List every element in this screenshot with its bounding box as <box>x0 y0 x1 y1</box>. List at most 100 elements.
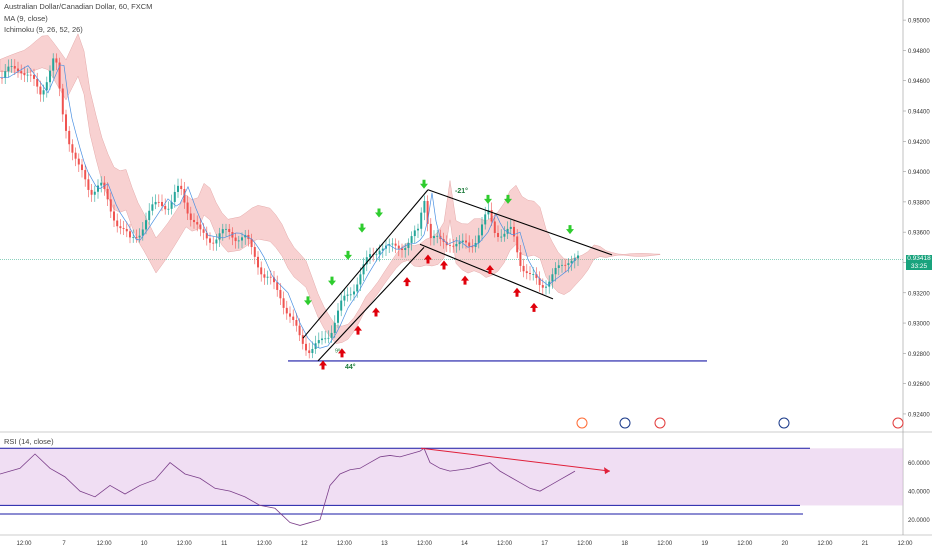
buy-signal-arrow <box>319 360 327 370</box>
rsi-tick-label: 40.0000 <box>908 490 930 496</box>
candle-body <box>471 246 474 248</box>
price-tick-label: 0.92800 <box>908 352 930 358</box>
candle-body <box>561 264 563 266</box>
candle-body <box>263 274 266 278</box>
candle-body <box>132 236 135 238</box>
candle-body <box>301 335 304 344</box>
price-tick-label: 0.93600 <box>908 231 930 237</box>
ma-line <box>0 64 577 349</box>
candle-body <box>87 179 90 190</box>
time-tick-label: 12:00 <box>417 541 433 547</box>
candle-body <box>321 338 323 341</box>
sell-signal-arrow <box>304 296 312 306</box>
rsi-band <box>0 448 903 506</box>
buy-signal-arrow <box>372 307 380 317</box>
rsi-indicator-label[interactable]: RSI (14, close) <box>4 437 54 446</box>
time-tick-label: 12 <box>301 541 308 547</box>
candle-body <box>180 185 183 190</box>
candle-body <box>125 228 128 232</box>
sell-signal-arrow <box>504 194 512 204</box>
candle-body <box>100 182 103 186</box>
price-tick-label: 0.94200 <box>908 140 930 146</box>
candle-body <box>513 226 515 237</box>
sell-signal-arrow <box>358 223 366 233</box>
sell-signal-arrow <box>328 276 336 286</box>
candle-body <box>551 274 554 282</box>
candle-body <box>157 201 160 203</box>
candle-body <box>433 236 435 239</box>
candle-body <box>205 232 208 239</box>
candle-body <box>20 71 23 74</box>
candle-body <box>257 256 259 268</box>
candle-body <box>186 202 189 214</box>
candle-body <box>282 298 285 308</box>
candle-body <box>327 337 330 339</box>
rsi-divergence-arrowhead <box>604 467 610 475</box>
candle-body <box>317 340 320 344</box>
sell-signal-arrow <box>566 225 574 235</box>
candle-body <box>23 73 26 76</box>
candle-body <box>397 245 400 249</box>
candle-body <box>509 226 512 229</box>
candle-body <box>567 263 570 266</box>
candle-body <box>199 224 202 230</box>
candle-body <box>285 307 288 314</box>
candle-body <box>45 82 48 91</box>
candle-body <box>535 274 538 279</box>
candle-body <box>135 236 138 238</box>
ichimoku-indicator-label[interactable]: Ichimoku (9, 26, 52, 26) <box>4 25 83 34</box>
candle-body <box>173 191 176 202</box>
candle-body <box>340 300 343 311</box>
candle-body <box>343 295 346 301</box>
buy-signal-arrow <box>354 325 362 335</box>
candle-body <box>436 235 439 237</box>
price-tick-label: 0.94400 <box>908 110 930 116</box>
economic-event-icon <box>778 417 790 429</box>
candle-body <box>452 245 455 247</box>
candle-body <box>61 88 64 115</box>
last-price-value: 0.93418 <box>907 255 931 262</box>
candle-body <box>493 221 496 234</box>
ma-indicator-label[interactable]: MA (9, close) <box>4 14 48 23</box>
rsi-tick-label: 60.0000 <box>908 461 930 467</box>
bar-countdown: 33:25 <box>910 262 928 270</box>
candle-body <box>218 233 221 240</box>
small-percent-label: 9% <box>335 348 343 354</box>
candle-body <box>381 248 384 251</box>
candle-body <box>237 240 240 242</box>
candle-body <box>481 224 483 236</box>
candle-body <box>375 254 378 256</box>
candle-body <box>183 189 186 203</box>
candle-body <box>365 257 368 265</box>
candle-body <box>484 214 487 225</box>
candle-body <box>516 236 519 253</box>
candle-body <box>42 90 45 95</box>
candle-body <box>407 242 410 248</box>
candle-body <box>109 199 112 212</box>
candle-body <box>455 244 458 247</box>
candle-body <box>359 274 362 285</box>
candle-body <box>247 234 250 240</box>
candle-body <box>461 240 464 243</box>
time-tick-label: 14 <box>461 541 468 547</box>
chart-title: Australian Dollar/Canadian Dollar, 60, F… <box>4 2 153 11</box>
economic-event-icon <box>654 417 666 429</box>
candle-body <box>391 243 394 245</box>
candle-body <box>554 267 557 275</box>
candle-body <box>298 325 301 336</box>
time-tick-label: 12:00 <box>577 541 593 547</box>
time-tick-label: 13 <box>381 541 388 547</box>
candle-body <box>276 282 279 290</box>
sell-signal-arrow <box>375 208 383 218</box>
candle-body <box>410 236 413 243</box>
candle-body <box>404 247 407 251</box>
time-tick-label: 17 <box>541 541 548 547</box>
time-tick-label: 19 <box>701 541 708 547</box>
candle-body <box>449 245 451 246</box>
candle-body <box>10 66 13 67</box>
candle-body <box>33 75 35 79</box>
candle-body <box>58 62 61 89</box>
price-tick-label: 0.92400 <box>908 412 930 418</box>
candle-body <box>532 274 535 275</box>
